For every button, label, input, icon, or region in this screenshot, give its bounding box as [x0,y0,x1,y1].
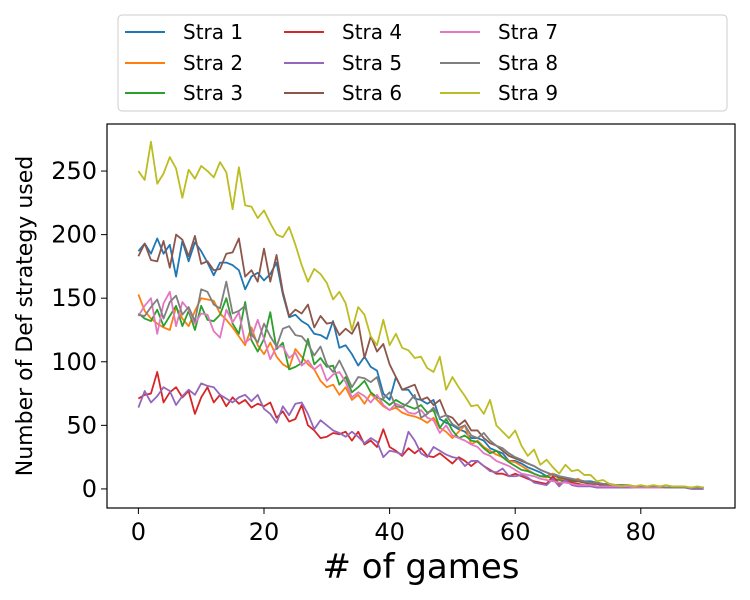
x-tick-label: 60 [500,518,531,546]
legend: Stra 1 Stra 2 Stra 3 Stra 4 Stra 5 Stra 6 Stra… [117,14,728,112]
legend-frame [117,14,728,112]
y-tick-label: 50 [66,411,97,439]
plot-frame [106,123,736,509]
y-tick-label: 0 [82,475,97,503]
x-axis-label: # of games [322,547,519,587]
y-tick-label: 200 [51,221,97,249]
legend-label: Stra 7 [498,20,558,44]
series-line-5 [137,382,704,490]
series-line-9 [137,140,704,489]
legend-label: Stra 4 [342,20,402,44]
legend-label: Stra 3 [183,81,243,105]
legend-label: Stra 8 [498,51,558,75]
x-axis-ticks: 0 20 40 60 80 [131,508,656,546]
x-tick-label: 0 [131,518,146,546]
x-tick-label: 20 [249,518,280,546]
x-tick-label: 80 [626,518,657,546]
series-line-6 [137,233,704,489]
series-layer [137,140,704,490]
series-line-7 [137,290,704,489]
legend-label: Stra 2 [183,51,243,75]
legend-label: Stra 1 [183,20,243,44]
x-tick-label: 40 [374,518,405,546]
y-tick-label: 250 [51,157,97,185]
y-tick-label: 150 [51,284,97,312]
y-axis-label: Number of Def strategy used [13,156,38,476]
legend-label: Stra 6 [342,81,402,105]
y-axis-ticks: 0 50 100 150 200 250 [51,157,107,503]
legend-label: Stra 9 [498,81,558,105]
legend-label: Stra 5 [342,51,402,75]
y-tick-label: 100 [51,348,97,376]
